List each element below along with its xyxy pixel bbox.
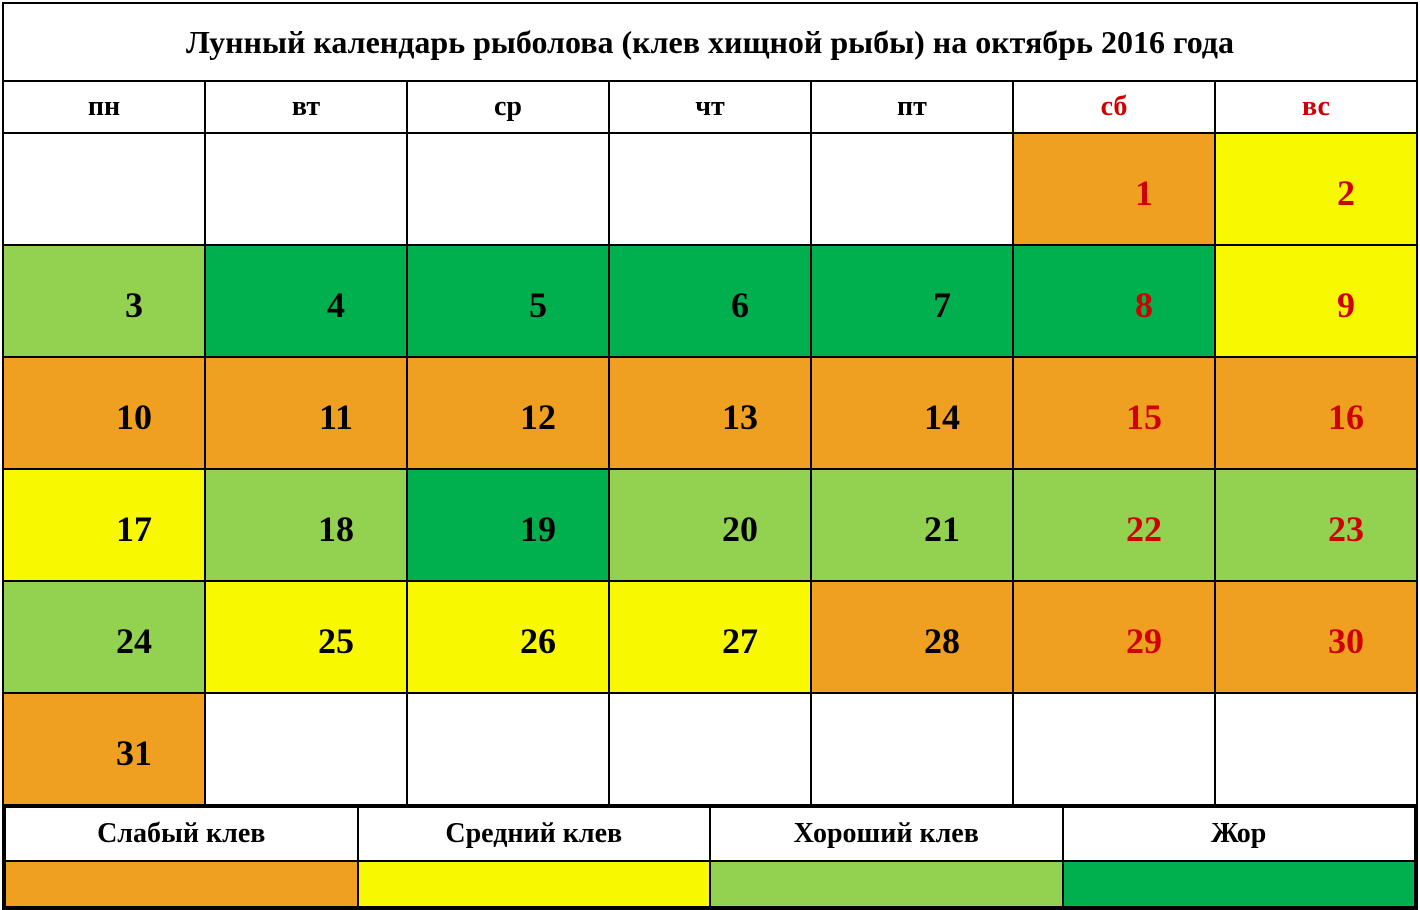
calendar-day-cell: 3	[3, 245, 205, 357]
calendar-day-cell: 2	[1215, 133, 1417, 245]
calendar-day-cell	[205, 133, 407, 245]
calendar-day-cell	[811, 133, 1013, 245]
calendar-day-cell: 21	[811, 469, 1013, 581]
calendar-day-cell: 29	[1013, 581, 1215, 693]
day-of-week-header: ср	[407, 81, 609, 133]
calendar-day-cell	[609, 133, 811, 245]
calendar-day-cell	[1215, 693, 1417, 805]
day-of-week-header: вс	[1215, 81, 1417, 133]
calendar-day-cell: 17	[3, 469, 205, 581]
day-of-week-header: чт	[609, 81, 811, 133]
calendar-day-cell: 16	[1215, 357, 1417, 469]
legend-color-swatch	[1063, 861, 1416, 907]
calendar-wrapper: Лунный календарь рыболова (клев хищной р…	[0, 0, 1420, 881]
calendar-day-cell	[3, 133, 205, 245]
legend-label: Жор	[1063, 807, 1416, 861]
calendar-day-cell	[1013, 693, 1215, 805]
calendar-day-cell: 31	[3, 693, 205, 805]
legend-label: Средний клев	[358, 807, 711, 861]
calendar-day-cell: 10	[3, 357, 205, 469]
calendar-day-cell: 22	[1013, 469, 1215, 581]
calendar-title: Лунный календарь рыболова (клев хищной р…	[3, 3, 1417, 81]
legend-label: Хороший клев	[710, 807, 1063, 861]
calendar-day-cell: 30	[1215, 581, 1417, 693]
calendar-day-cell: 11	[205, 357, 407, 469]
calendar-day-cell: 13	[609, 357, 811, 469]
calendar-day-cell: 8	[1013, 245, 1215, 357]
calendar-day-cell: 9	[1215, 245, 1417, 357]
legend-row: Слабый клевСредний клевХороший клевЖор	[3, 805, 1417, 909]
calendar-day-cell	[811, 693, 1013, 805]
day-of-week-header: пн	[3, 81, 205, 133]
calendar-day-cell: 15	[1013, 357, 1215, 469]
legend-color-swatch	[5, 861, 358, 907]
calendar-day-cell: 26	[407, 581, 609, 693]
calendar-table: Лунный календарь рыболова (клев хищной р…	[2, 2, 1418, 910]
calendar-day-cell: 12	[407, 357, 609, 469]
calendar-day-cell: 18	[205, 469, 407, 581]
calendar-day-cell	[609, 693, 811, 805]
calendar-day-cell: 28	[811, 581, 1013, 693]
day-of-week-header: пт	[811, 81, 1013, 133]
day-of-week-header: сб	[1013, 81, 1215, 133]
day-of-week-header: вт	[205, 81, 407, 133]
calendar-day-cell: 19	[407, 469, 609, 581]
legend-color-swatch	[710, 861, 1063, 907]
calendar-day-cell: 27	[609, 581, 811, 693]
calendar-day-cell: 25	[205, 581, 407, 693]
legend-color-swatch	[358, 861, 711, 907]
calendar-day-cell: 1	[1013, 133, 1215, 245]
legend-label: Слабый клев	[5, 807, 358, 861]
calendar-day-cell: 20	[609, 469, 811, 581]
calendar-body: Лунный календарь рыболова (клев хищной р…	[3, 3, 1417, 909]
calendar-day-cell	[407, 133, 609, 245]
calendar-day-cell	[407, 693, 609, 805]
calendar-day-cell: 24	[3, 581, 205, 693]
calendar-day-cell: 5	[407, 245, 609, 357]
calendar-day-cell: 7	[811, 245, 1013, 357]
calendar-day-cell: 23	[1215, 469, 1417, 581]
calendar-day-cell: 6	[609, 245, 811, 357]
calendar-day-cell: 14	[811, 357, 1013, 469]
calendar-day-cell: 4	[205, 245, 407, 357]
calendar-day-cell	[205, 693, 407, 805]
